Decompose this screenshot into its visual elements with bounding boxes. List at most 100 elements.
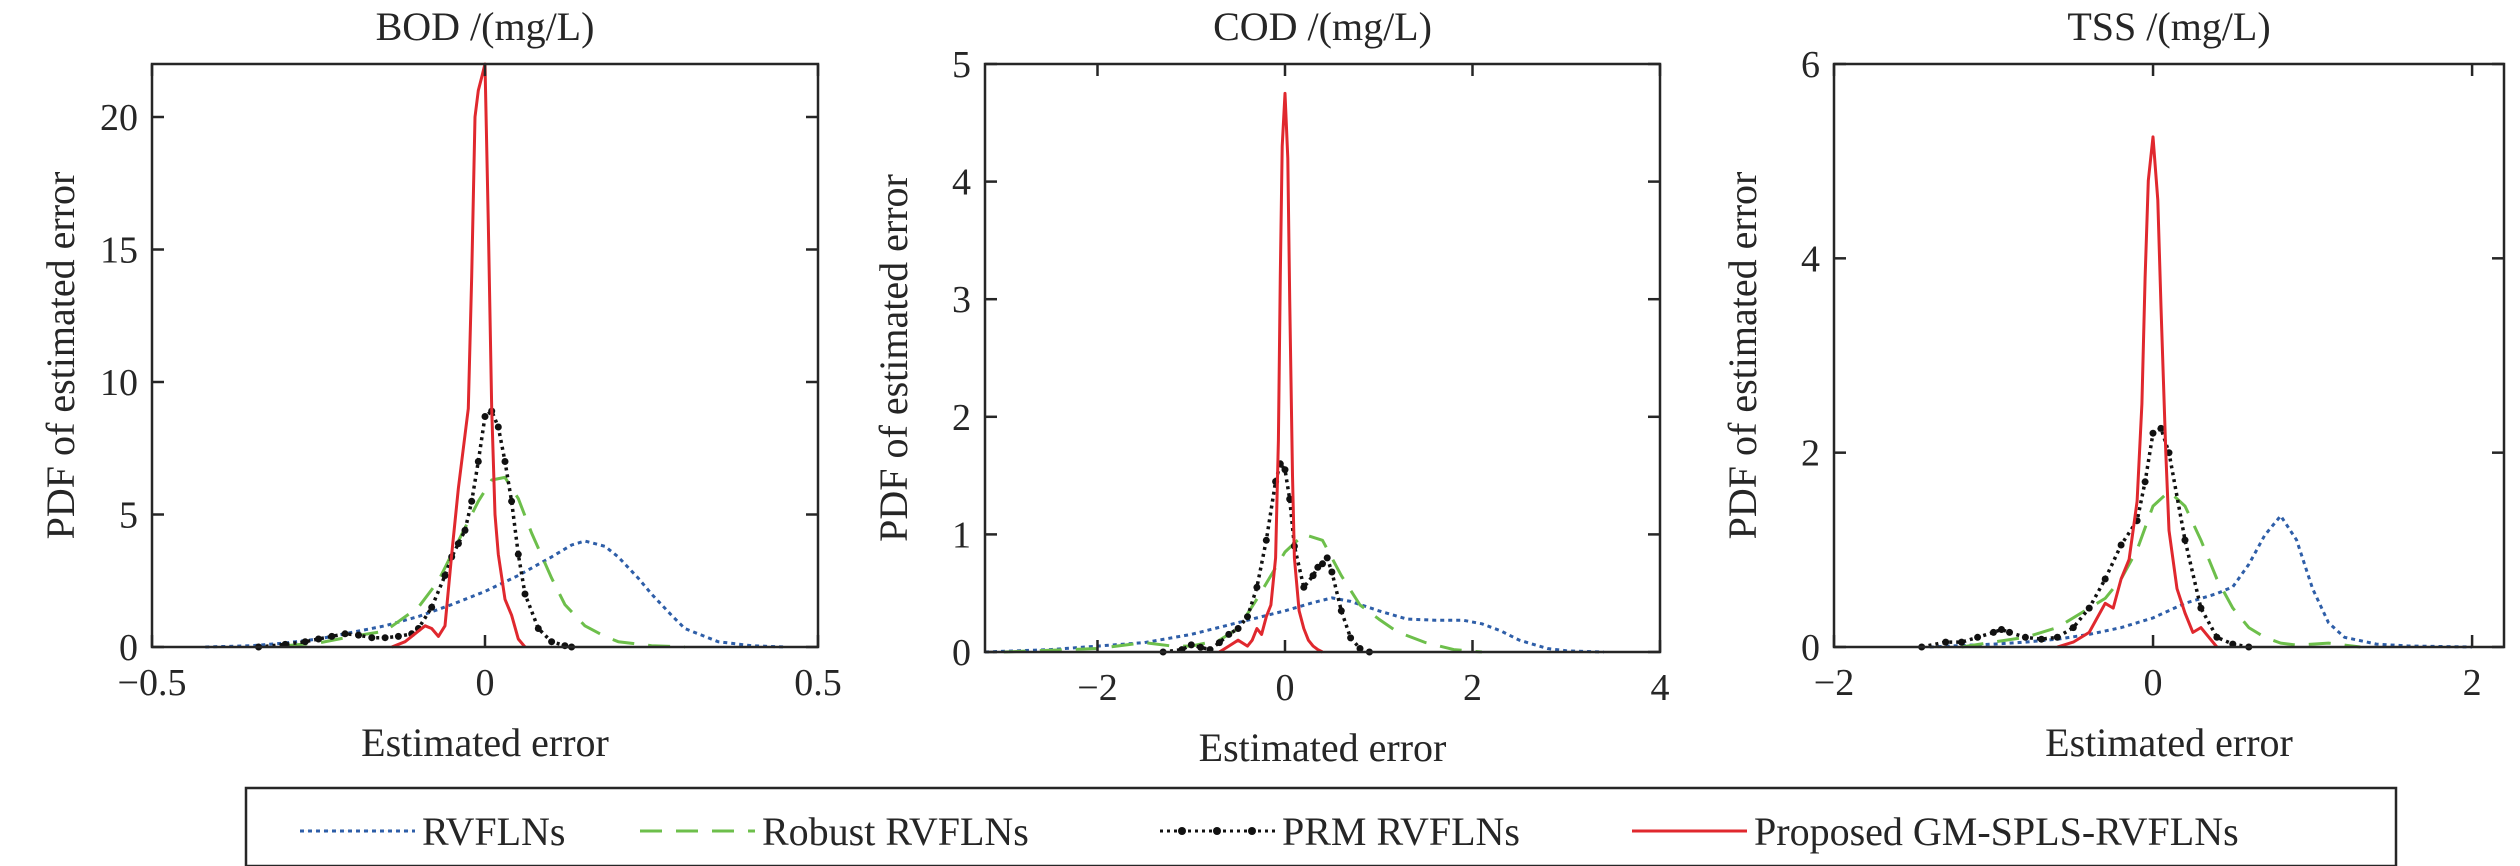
series-rvfl-bod	[205, 539, 785, 649]
point-prm-bod	[341, 630, 349, 638]
y-tick-label-cod: 3	[952, 279, 971, 321]
point-prm-bod	[315, 635, 322, 643]
x-tick-label-bod: −0.5	[118, 662, 187, 704]
point-prm-cod	[1286, 495, 1294, 503]
point-prm-bod	[521, 590, 529, 598]
x-tick-label-tss: −2	[1814, 662, 1854, 704]
point-prm-tss	[2117, 541, 2125, 549]
y-tick-label-bod: 5	[119, 495, 138, 537]
y-tick-label-bod: 15	[100, 230, 138, 272]
x-tick-label-cod: 0	[1276, 667, 1295, 709]
point-prm-cod	[1215, 639, 1223, 647]
point-prm-bod	[381, 634, 389, 642]
series-proposed-bod	[391, 62, 527, 649]
legend-marker-prm-1	[1178, 827, 1186, 835]
x-tick-label-cod: 4	[1651, 667, 1670, 709]
point-prm-tss	[2213, 633, 2221, 641]
point-prm-cod	[1347, 634, 1355, 642]
point-prm-tss	[2181, 536, 2189, 544]
y-tick-label-cod: 2	[952, 397, 971, 439]
point-prm-tss	[2197, 604, 2205, 612]
y-tick-label-cod: 0	[952, 632, 971, 674]
point-prm-tss	[2021, 633, 2029, 641]
point-prm-cod	[1281, 466, 1289, 474]
x-tick-label-bod: 0.5	[794, 662, 842, 704]
point-prm-bod	[328, 632, 336, 640]
x-tick-label-cod: −2	[1077, 667, 1117, 709]
point-prm-cod	[1337, 607, 1345, 615]
point-prm-bod	[428, 603, 436, 611]
legend-label-robust: Robust RVFLNs	[762, 809, 1029, 854]
point-prm-tss	[2069, 624, 2077, 632]
legend-label-proposed: Proposed GM-SPLS-RVFLNs	[1754, 809, 2239, 854]
point-prm-bod	[548, 638, 556, 646]
point-prm-tss	[1998, 626, 2005, 633]
point-prm-bod	[301, 638, 309, 646]
y-tick-label-bod: 10	[100, 362, 138, 404]
plot-frame-bod	[150, 62, 820, 649]
legend-label-prm: PRM RVFLNs	[1282, 809, 1520, 854]
legend-box	[244, 786, 2398, 866]
point-prm-tss	[2101, 575, 2109, 583]
point-prm-cod	[1300, 583, 1308, 591]
y-axis-label-bod: PDF of estimated error	[38, 172, 83, 540]
point-prm-bod	[481, 413, 489, 420]
point-prm-tss	[1990, 628, 1997, 636]
x-axis-label-tss: Estimated error	[2045, 720, 2293, 765]
y-axis-label-tss: PDF of estimated error	[1720, 172, 1765, 540]
series-rvfl-cod	[984, 596, 1604, 654]
x-axis-label-bod: Estimated error	[361, 720, 609, 765]
y-tick-label-cod: 4	[952, 162, 971, 204]
point-prm-bod	[501, 458, 509, 465]
point-prm-bod	[494, 423, 502, 431]
point-prm-cod	[1356, 645, 1364, 652]
x-tick-label-tss: 0	[2144, 662, 2163, 704]
series-prm-cod	[1162, 462, 1371, 654]
point-prm-tss	[1958, 638, 1966, 646]
series-proposed-cod	[1218, 91, 1324, 654]
point-prm-cod	[1244, 613, 1251, 621]
y-axis-label-cod: PDF of estimated error	[871, 174, 916, 542]
y-tick-label-cod: 1	[952, 514, 971, 556]
chart-title-bod: BOD /(mg/L)	[376, 4, 595, 49]
y-tick-label-tss: 0	[1801, 627, 1820, 669]
point-prm-cod	[1253, 583, 1261, 591]
plot-frame-cod	[983, 62, 1662, 654]
point-prm-tss	[2149, 429, 2157, 437]
y-tick-label-tss: 4	[1801, 238, 1820, 280]
point-prm-bod	[474, 458, 482, 465]
y-tick-label-cod: 5	[952, 44, 971, 86]
legend-marker-prm-2	[1213, 827, 1221, 835]
point-prm-bod	[461, 526, 469, 534]
y-tick-label-bod: 20	[100, 97, 138, 139]
point-prm-bod	[394, 632, 402, 640]
point-prm-tss	[2037, 635, 2045, 643]
point-prm-cod	[1319, 560, 1326, 568]
point-prm-tss	[1974, 633, 1982, 641]
legend: RVFLNs Robust RVFLNs PRM RVFLNs Proposed…	[244, 786, 2398, 866]
point-prm-bod	[508, 497, 516, 505]
series-robust-tss	[1961, 490, 2361, 649]
point-prm-bod	[514, 550, 522, 558]
y-tick-label-bod: 0	[119, 627, 138, 669]
point-prm-cod	[1309, 572, 1317, 580]
point-prm-tss	[1942, 638, 1950, 646]
point-prm-bod	[441, 572, 449, 579]
y-tick-label-tss: 6	[1801, 44, 1820, 86]
point-prm-tss	[2157, 424, 2165, 432]
point-prm-bod	[468, 497, 476, 505]
point-prm-cod	[1328, 568, 1336, 576]
point-prm-cod	[1234, 625, 1242, 632]
point-prm-cod	[1197, 643, 1205, 651]
point-prm-bod	[355, 631, 362, 639]
legend-marker-prm-3	[1248, 827, 1256, 835]
series-robust-cod	[1003, 532, 1483, 654]
point-prm-tss	[2085, 604, 2093, 612]
series-prm-bod	[258, 409, 572, 649]
legend-label-rvfl: RVFLNs	[422, 809, 566, 854]
series-proposed-tss	[2056, 135, 2219, 649]
x-tick-label-tss: 2	[2463, 662, 2482, 704]
point-prm-tss	[2053, 633, 2061, 641]
x-tick-label-cod: 2	[1463, 667, 1482, 709]
